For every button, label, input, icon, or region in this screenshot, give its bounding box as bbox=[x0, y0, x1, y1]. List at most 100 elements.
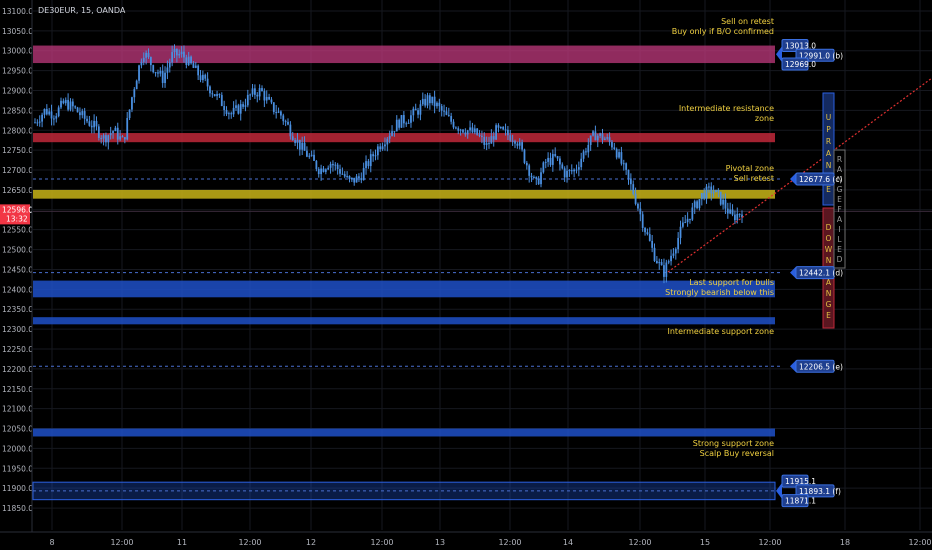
up-range-box bbox=[822, 92, 835, 206]
candle-body bbox=[684, 222, 687, 224]
time-tick-label: 14 bbox=[563, 538, 573, 547]
candle-body bbox=[703, 193, 706, 199]
candle-body bbox=[523, 149, 526, 163]
up-range-letter: P bbox=[826, 125, 831, 134]
candle-body bbox=[577, 167, 580, 170]
down-range-letter: E bbox=[826, 311, 831, 320]
candle-body bbox=[69, 101, 72, 110]
candle-body bbox=[171, 52, 174, 63]
candle-body bbox=[365, 161, 367, 169]
price-label-f-bot bbox=[781, 494, 809, 508]
candle-body bbox=[563, 168, 566, 178]
annotation-sell-retest: Sell retest bbox=[733, 174, 774, 183]
failed-range-letter: L bbox=[837, 235, 842, 244]
annotation-scalp-buy: Scalp Buy reversal bbox=[699, 449, 774, 458]
candle-body bbox=[629, 178, 632, 185]
time-tick-label: 12:00 bbox=[370, 538, 393, 547]
candle-body bbox=[667, 261, 670, 263]
candle-body bbox=[549, 157, 552, 165]
candle-body bbox=[634, 193, 637, 204]
candle-body bbox=[566, 170, 568, 178]
candle-body bbox=[691, 207, 694, 220]
candle-body bbox=[452, 121, 455, 128]
candle-body bbox=[674, 249, 677, 254]
candle-body bbox=[322, 168, 325, 172]
candle-body bbox=[353, 177, 356, 183]
down-range-letter: O bbox=[826, 234, 832, 243]
time-tick-label: 11 bbox=[177, 538, 187, 547]
candle-body bbox=[83, 111, 86, 119]
candle-body bbox=[398, 119, 401, 128]
candle-body bbox=[488, 143, 490, 145]
current-price-badge bbox=[0, 204, 30, 225]
failed-range-letter: E bbox=[837, 245, 842, 254]
candle-body bbox=[547, 157, 550, 162]
annotation-pivotal-zone: Pivotal zone bbox=[725, 164, 774, 173]
price-label-text-b: 12991.0 (b) bbox=[799, 51, 843, 60]
candle-body bbox=[485, 143, 488, 145]
candle-body bbox=[679, 226, 682, 238]
price-axis[interactable]: 13100.0 13050.0 13000.0 12950.0 12900.0 12850… bbox=[0, 0, 33, 532]
candle-body bbox=[258, 88, 261, 97]
candle-body bbox=[86, 118, 88, 122]
candle-body bbox=[187, 56, 190, 65]
candle-body bbox=[180, 51, 183, 55]
candle-body bbox=[223, 106, 226, 111]
candle-body bbox=[199, 75, 202, 81]
candle-body bbox=[60, 100, 62, 108]
time-axis[interactable]: 8 12:00 11 12:00 12 12:00 13 12:00 14 12:00 15 12:0… bbox=[0, 531, 932, 547]
candle-body bbox=[296, 139, 299, 143]
failed-range-letter: A bbox=[837, 215, 843, 224]
candle-body bbox=[48, 111, 51, 115]
candle-body bbox=[209, 86, 211, 94]
candle-body bbox=[341, 173, 344, 175]
candle-body bbox=[74, 106, 77, 108]
time-tick-label: 12:00 bbox=[498, 538, 521, 547]
annotation-zone: zone bbox=[754, 114, 774, 123]
candle-body bbox=[573, 169, 576, 172]
candle-body bbox=[410, 115, 412, 123]
candle-body bbox=[76, 107, 79, 113]
price-tick-label: 12000.0 bbox=[2, 444, 33, 453]
candle-body bbox=[350, 177, 353, 180]
candle-body bbox=[681, 222, 684, 227]
candle-body bbox=[464, 132, 467, 135]
time-tick-label: 18 bbox=[840, 538, 850, 547]
flag-marker bbox=[776, 46, 782, 63]
candle-body bbox=[67, 99, 70, 110]
current-price-value: 12596.0 bbox=[2, 205, 33, 214]
candle-body bbox=[648, 234, 651, 241]
candle-body bbox=[145, 52, 148, 58]
candle-body bbox=[428, 95, 431, 104]
candle-body bbox=[216, 94, 218, 97]
candle-body bbox=[289, 124, 292, 137]
candle-body bbox=[644, 227, 646, 233]
candle-body bbox=[407, 122, 410, 124]
candle-body bbox=[381, 146, 384, 150]
candle-body bbox=[220, 95, 223, 107]
candle-body bbox=[542, 162, 545, 173]
candle-body bbox=[166, 67, 169, 73]
candle-body bbox=[343, 174, 346, 177]
candle-body bbox=[533, 176, 535, 178]
candle-body bbox=[431, 96, 434, 104]
candle-body bbox=[100, 137, 103, 139]
candle-body bbox=[327, 167, 330, 170]
candle-body bbox=[88, 121, 91, 126]
candle-body bbox=[438, 102, 441, 107]
candle-body bbox=[107, 135, 110, 143]
candle-body bbox=[168, 62, 171, 68]
candle-body bbox=[374, 155, 377, 157]
candle-body bbox=[232, 107, 235, 115]
candle-body bbox=[303, 142, 306, 151]
candle-body bbox=[655, 260, 658, 264]
candle-body bbox=[287, 121, 289, 125]
candle-body bbox=[627, 169, 630, 179]
candle-body bbox=[466, 130, 469, 135]
candle-body bbox=[367, 161, 370, 167]
candle-body bbox=[131, 97, 133, 110]
candle-body bbox=[393, 131, 396, 133]
candle-body bbox=[419, 104, 422, 115]
candle-body bbox=[707, 186, 710, 188]
